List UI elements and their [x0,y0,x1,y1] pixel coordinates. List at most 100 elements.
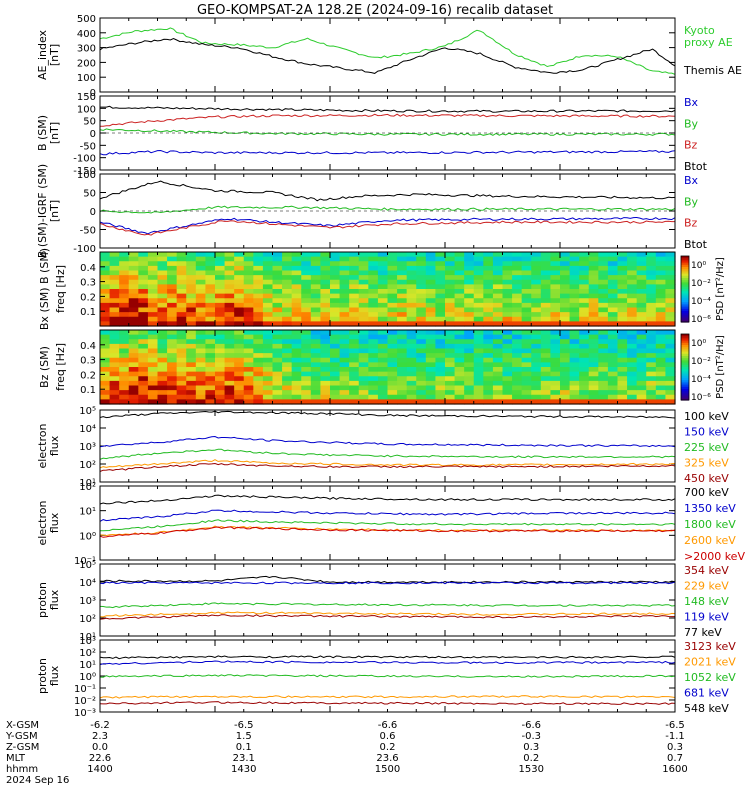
heatmap-cell [646,298,657,304]
heatmap-cell [406,394,417,400]
heatmap-cell [483,380,494,387]
heatmap-cell [224,399,235,405]
heatmap-cell [435,367,446,373]
heatmap-cell [138,343,149,350]
heatmap-cell [109,390,120,396]
heatmap-cell [157,265,168,272]
series-line [99,494,676,505]
heatmap-cell [464,275,475,281]
heatmap-cell [550,307,561,313]
heatmap-cell [358,298,369,304]
heatmap-cell [224,312,235,318]
heatmap-cell [368,330,379,336]
heatmap-cell [483,312,494,318]
heatmap-cell [473,376,484,382]
heatmap-cell [588,275,599,281]
heatmap-cell [646,275,657,281]
heatmap-cell [109,357,120,363]
heatmap-cell [540,376,552,382]
heatmap-cell [598,339,609,345]
heatmap-cell [358,367,369,373]
colorbar-swatch [681,273,689,277]
heatmap-cell [291,261,302,267]
colorbar-swatch [681,293,689,297]
heatmap-cell [492,362,504,368]
heatmap-cell [406,289,417,295]
heatmap-cell [540,312,552,318]
heatmap-cell [339,302,350,309]
heatmap-cell [157,362,168,368]
heatmap-cell [502,321,513,327]
heatmap-cell [540,353,552,359]
heatmap-cell [272,357,283,363]
x-row-label: Y-GSM [5,731,38,742]
heatmap-cell [540,284,552,290]
y-axis-label: B (SM)-IGRF (SM)[nT] [36,164,61,258]
x-axis-value: 1600 [662,764,687,775]
heatmap-cell [234,289,245,295]
heatmap-cell [655,275,667,281]
heatmap-cell [445,385,456,391]
heatmap-cell [406,265,417,272]
heatmap-cell [272,312,283,318]
heatmap-cell [330,256,341,262]
heatmap-cell [445,302,456,309]
heatmap-cell [109,362,120,368]
heatmap-cell [262,385,274,391]
heatmap-cell [119,348,130,354]
heatmap-cell [349,394,360,400]
heatmap-cell [646,353,657,359]
heatmap-cell [330,371,341,377]
heatmap-cell [368,339,379,345]
heatmap-cell [473,371,484,377]
heatmap-cell [464,357,475,363]
y-tick-label: 100 [77,170,96,181]
heatmap-cell [186,261,197,267]
heatmap-cell [368,321,379,327]
heatmap-cell [425,302,437,309]
heatmap-cell [358,279,369,285]
heatmap-cell [138,289,149,295]
heatmap-cell [195,265,207,272]
heatmap-cell [416,371,427,377]
heatmap-cell [301,312,312,318]
heatmap-cell [617,252,628,258]
heatmap-cell [406,357,417,363]
heatmap-cell [646,289,657,295]
heatmap-cell [406,252,417,258]
heatmap-cell [100,385,111,391]
heatmap-cell [215,385,226,391]
heatmap-cell [416,394,427,400]
heatmap-cell [579,261,590,267]
series-line [99,37,676,74]
heatmap-cell [368,289,379,295]
heatmap-cell [550,302,561,309]
legend-entry: 450 keV [684,472,729,485]
heatmap-cell [492,289,504,295]
heatmap-cell [655,279,667,285]
heatmap-cell [397,261,408,267]
heatmap-cell [176,312,187,318]
heatmap-cell [416,380,427,387]
heatmap-cell [435,289,446,295]
heatmap-cell [215,289,226,295]
heatmap-cell [253,265,264,272]
heatmap-cell [138,284,149,290]
heatmap-cell [598,316,609,322]
colorbar-swatch [681,275,689,279]
colorbar-swatch [681,393,689,397]
heatmap-cell [100,312,111,318]
heatmap-cell [397,330,408,336]
heatmap-cell [224,289,235,295]
heatmap-cell [243,302,254,309]
heatmap-cell [205,362,216,368]
heatmap-cell [224,275,235,281]
heatmap-cell [215,334,226,340]
heatmap-cell [147,348,159,354]
colorbar-tick-label: 10⁻² [691,357,711,367]
heatmap-cell [310,348,322,354]
heatmap-cell [119,330,130,336]
y-axis-label-line: AE_index [36,29,49,80]
heatmap-cell [109,380,120,387]
heatmap-cell [128,252,139,258]
